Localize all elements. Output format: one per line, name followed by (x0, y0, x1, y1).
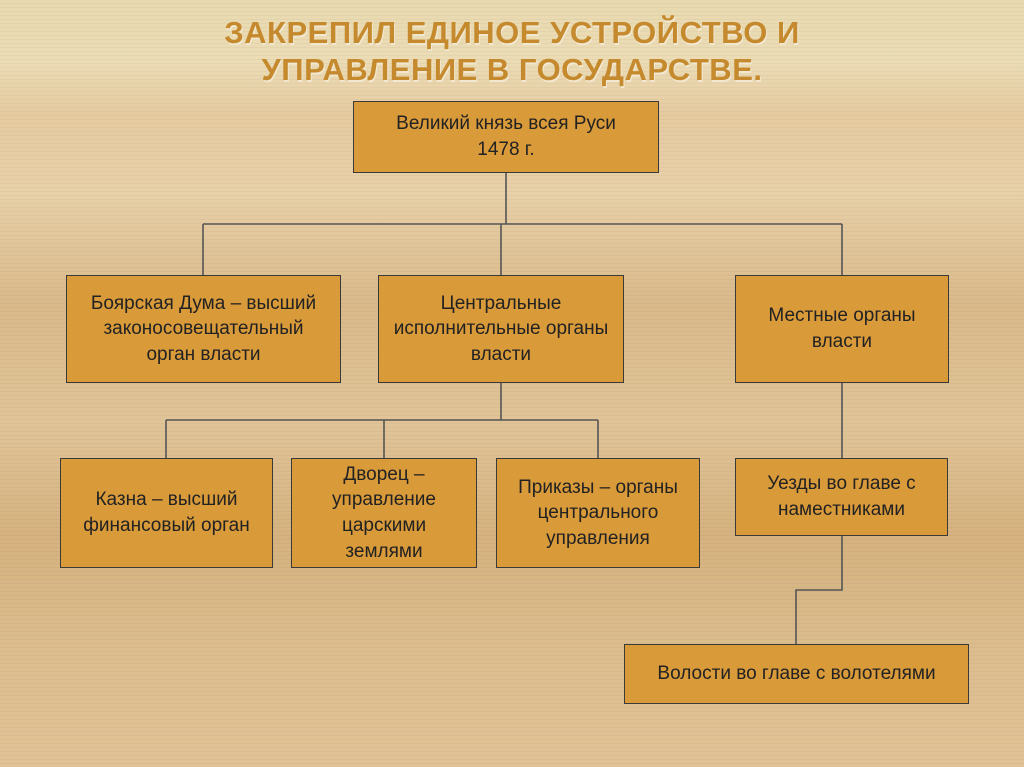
node-dvorets-l3: царскими (332, 513, 436, 539)
page-title: ЗАКРЕПИЛ ЕДИНОЕ УСТРОЙСТВО И УПРАВЛЕНИЕ … (0, 14, 1024, 88)
node-kazna-l1: Казна – высший (83, 487, 249, 513)
node-dvorets: Дворец – управление царскими землями (291, 458, 477, 568)
node-uezdy-l1: Уезды во главе с (767, 471, 915, 497)
node-local-l1: Местные органы (768, 303, 915, 329)
node-prikazy-l2: центрального (518, 500, 678, 526)
node-uezdy-l2: наместниками (767, 497, 915, 523)
node-uezdy: Уезды во главе с наместниками (735, 458, 948, 536)
node-prikazy: Приказы – органы центрального управления (496, 458, 700, 568)
node-central-l1: Центральные (394, 291, 609, 317)
node-dvorets-l1: Дворец – (332, 462, 436, 488)
node-central-l3: власти (394, 342, 609, 368)
node-dvorets-l2: управление (332, 487, 436, 513)
title-line-1: ЗАКРЕПИЛ ЕДИНОЕ УСТРОЙСТВО И (0, 14, 1024, 51)
node-root: Великий князь всея Руси 1478 г. (353, 101, 659, 173)
title-line-2: УПРАВЛЕНИЕ В ГОСУДАРСТВЕ. (0, 51, 1024, 88)
node-boyar-l3: орган власти (91, 342, 316, 368)
node-local-auth: Местные органы власти (735, 275, 949, 383)
node-kazna: Казна – высший финансовый орган (60, 458, 273, 568)
node-boyar-l1: Боярская Дума – высший (91, 291, 316, 317)
node-dvorets-l4: землями (332, 539, 436, 565)
node-kazna-l2: финансовый орган (83, 513, 249, 539)
node-volosti-l1: Волости во главе с волотелями (657, 661, 935, 687)
node-root-l1: Великий князь всея Руси (396, 111, 616, 137)
node-prikazy-l3: управления (518, 526, 678, 552)
node-prikazy-l1: Приказы – органы (518, 475, 678, 501)
node-local-l2: власти (768, 329, 915, 355)
node-root-l2: 1478 г. (396, 137, 616, 163)
node-central-exec: Центральные исполнительные органы власти (378, 275, 624, 383)
node-central-l2: исполнительные органы (394, 316, 609, 342)
node-boyar-duma: Боярская Дума – высший законосовещательн… (66, 275, 341, 383)
node-boyar-l2: законосовещательный (91, 316, 316, 342)
node-volosti: Волости во главе с волотелями (624, 644, 969, 704)
